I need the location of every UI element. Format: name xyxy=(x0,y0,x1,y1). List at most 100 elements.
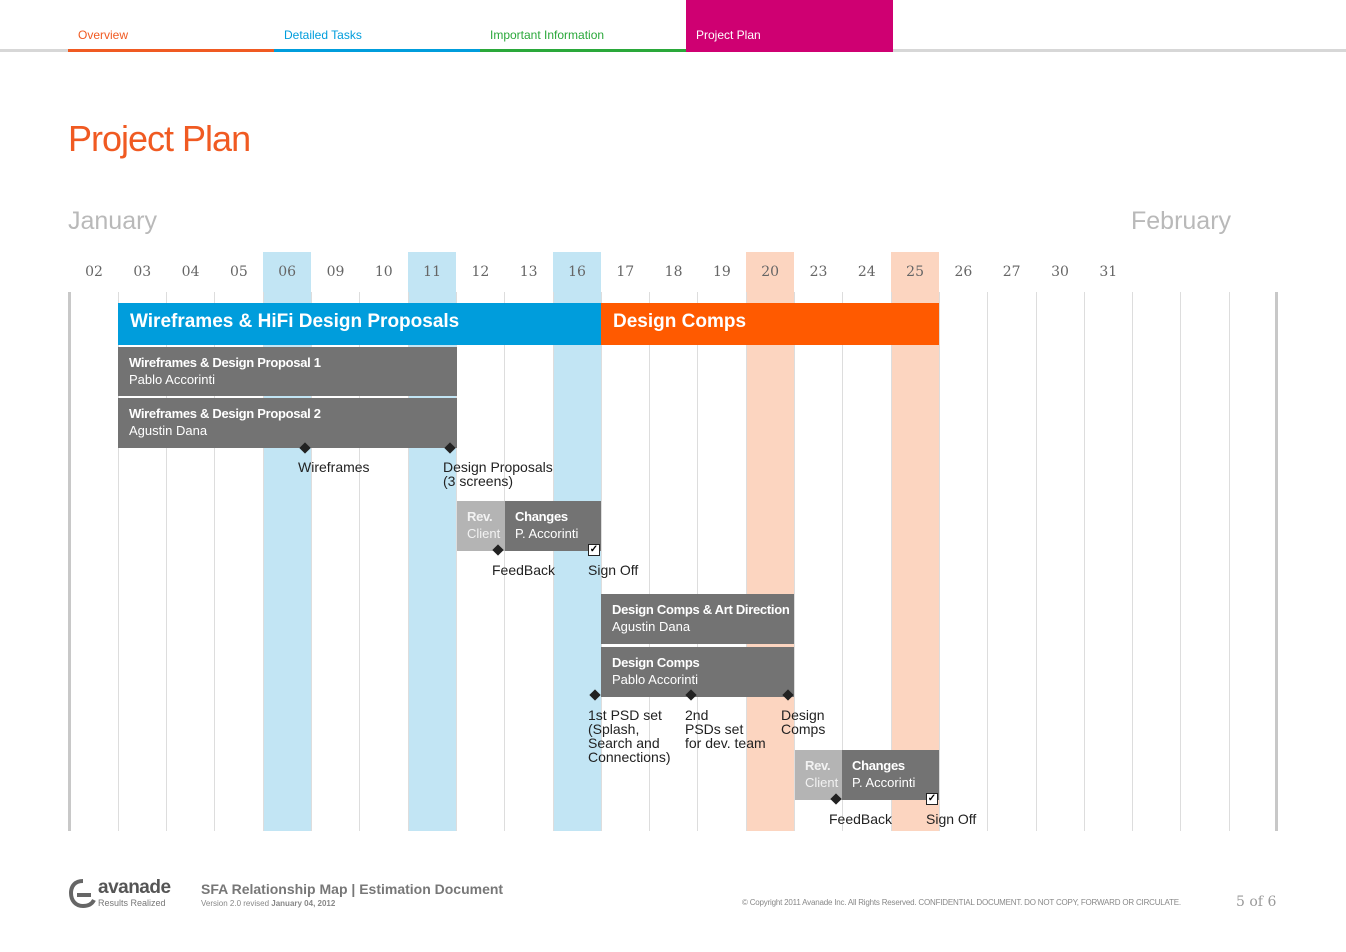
grid-line xyxy=(504,292,505,831)
page-total: 6 xyxy=(1267,894,1277,910)
day-label: 10 xyxy=(374,264,393,280)
tab-overview[interactable]: Overview xyxy=(68,0,274,52)
tab-important-information[interactable]: Important Information xyxy=(480,0,686,52)
grid-line xyxy=(1036,292,1037,831)
day-label: 24 xyxy=(857,264,876,280)
day-label: 19 xyxy=(712,264,731,280)
grid-line xyxy=(214,292,215,831)
highlight-column-20 xyxy=(746,252,794,831)
month-january: January xyxy=(68,207,157,235)
grid-line xyxy=(1132,292,1133,831)
day-label: 18 xyxy=(664,264,683,280)
grid-line xyxy=(118,292,119,831)
task-title: Wireframes & Design Proposal 1 xyxy=(129,355,321,370)
day-label: 23 xyxy=(809,264,828,280)
task-title: Changes xyxy=(515,509,568,524)
task-person: Agustin Dana xyxy=(129,423,208,438)
day-label: 04 xyxy=(181,264,200,280)
day-label: 12 xyxy=(471,264,490,280)
day-label: 20 xyxy=(761,264,780,280)
task-title: Wireframes & Design Proposal 2 xyxy=(129,406,321,421)
task-person: Pablo Accorinti xyxy=(612,672,698,687)
grid-line xyxy=(649,292,650,831)
day-label: 09 xyxy=(326,264,345,280)
page-number: 5 of 6 xyxy=(1236,894,1276,910)
grid-right-edge xyxy=(1275,292,1278,831)
milestone-design-proposals-label: Design Proposals (3 screens) xyxy=(443,459,553,489)
task-title: Changes xyxy=(852,758,905,773)
grid-line xyxy=(166,292,167,831)
grid-line xyxy=(794,292,795,831)
tab-overview-underline xyxy=(68,49,274,52)
task-design-comps-art-direction: Design Comps & Art Direction Agustin Dan… xyxy=(601,594,794,644)
task-title: Rev. xyxy=(467,509,493,524)
grid-line xyxy=(601,292,602,831)
tab-project-plan[interactable]: Project Plan xyxy=(686,0,893,52)
grid-line xyxy=(456,292,457,831)
task-wireframes-proposal-1: Wireframes & Design Proposal 1 Pablo Acc… xyxy=(118,347,457,396)
day-label: 02 xyxy=(85,264,103,280)
task-changes-2: Changes P. Accorinti xyxy=(842,750,939,800)
tab-project-plan-label: Project Plan xyxy=(696,28,761,42)
tab-detailed-tasks-label: Detailed Tasks xyxy=(284,28,362,42)
grid-line xyxy=(891,292,892,831)
tab-detailed-tasks-underline xyxy=(274,49,480,52)
task-person: P. Accorinti xyxy=(852,775,916,790)
day-label: 11 xyxy=(423,264,441,280)
tab-detailed-tasks[interactable]: Detailed Tasks xyxy=(274,0,480,52)
task-person: Agustin Dana xyxy=(612,619,691,634)
copyright-notice: © Copyright 2011 Avanade Inc. All Rights… xyxy=(742,898,1181,907)
task-client-review-2: Rev. Client xyxy=(795,750,842,800)
document-version: Version 2.0 revised January 04, 2012 xyxy=(201,899,335,908)
task-title: Design Comps & Art Direction xyxy=(612,602,790,617)
tab-important-information-underline xyxy=(480,49,686,52)
page-current: 5 xyxy=(1236,894,1245,910)
day-label: 06 xyxy=(278,264,297,280)
day-label: 26 xyxy=(954,264,973,280)
task-wireframes-proposal-2: Wireframes & Design Proposal 2 Agustin D… xyxy=(118,398,457,448)
grid-left-edge xyxy=(68,292,71,831)
day-label: 16 xyxy=(568,264,586,280)
month-february: February xyxy=(1131,207,1232,235)
document-title: SFA Relationship Map | Estimation Docume… xyxy=(201,881,504,897)
day-label: 13 xyxy=(519,264,538,280)
highlight-column-25 xyxy=(891,252,939,831)
milestone-wireframes-label: Wireframes xyxy=(298,459,370,475)
milestone-psd2-label: 2nd PSDs set for dev. team xyxy=(685,707,766,751)
milestone-design-comps-label: Design Comps xyxy=(781,707,826,737)
phase-wireframes-bar: Wireframes & HiFi Design Proposals xyxy=(118,303,601,345)
milestone-psd1-label: 1st PSD set (Splash, Search and Connecti… xyxy=(588,707,671,765)
day-label: 03 xyxy=(133,264,152,280)
tab-overview-label: Overview xyxy=(78,28,129,42)
task-design-comps: Design Comps Pablo Accorinti xyxy=(601,647,794,697)
task-person: Pablo Accorinti xyxy=(129,372,215,387)
milestone-signoff-1-label: Sign Off xyxy=(588,562,639,578)
grid-line xyxy=(987,292,988,831)
grid-line xyxy=(1084,292,1085,831)
brand-tagline: Results Realized xyxy=(98,898,166,908)
grid-line xyxy=(1229,292,1230,831)
day-label: 27 xyxy=(1002,264,1021,280)
day-label: 30 xyxy=(1051,264,1069,280)
brand-name: avanade xyxy=(98,877,171,898)
task-client-review-1: Rev. Client xyxy=(457,501,505,551)
task-title: Rev. xyxy=(805,758,831,773)
tab-important-information-label: Important Information xyxy=(490,28,605,42)
grid-line xyxy=(311,292,312,831)
day-label: 05 xyxy=(229,264,248,280)
day-label: 17 xyxy=(616,264,635,280)
grid-line xyxy=(746,292,747,831)
version-date: January 04, 2012 xyxy=(271,899,336,908)
avanade-logo-icon xyxy=(68,879,96,909)
phase-design-comps-bar: Design Comps xyxy=(601,303,939,345)
signoff-checkbox-icon: ✓ xyxy=(588,544,600,556)
version-prefix: Version 2.0 revised xyxy=(201,899,272,908)
grid-line xyxy=(408,292,409,831)
day-label: 31 xyxy=(1099,264,1118,280)
task-person: P. Accorinti xyxy=(515,526,579,541)
page-title: Project Plan xyxy=(68,118,251,159)
grid-line xyxy=(842,292,843,831)
task-title: Design Comps xyxy=(612,655,700,670)
signoff-checkbox-icon: ✓ xyxy=(926,793,938,805)
grid-line xyxy=(263,292,264,831)
